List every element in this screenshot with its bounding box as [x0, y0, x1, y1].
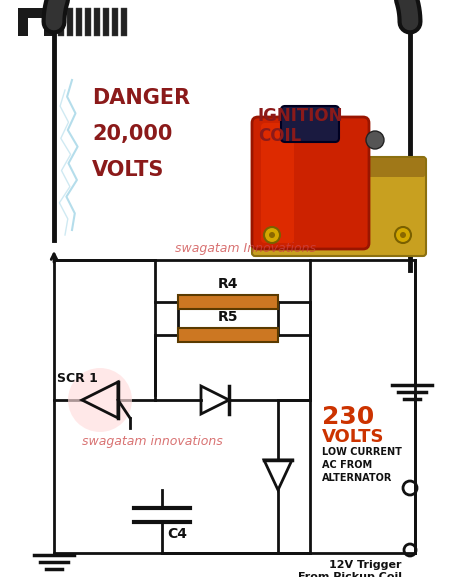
Circle shape [366, 131, 384, 149]
Text: DANGER: DANGER [92, 88, 190, 108]
Bar [18, 8, 28, 36]
Text: From Pickup Coil: From Pickup Coil [298, 572, 402, 577]
Bar [44, 8, 54, 36]
Bar [67, 8, 73, 36]
Circle shape [395, 227, 411, 243]
FancyBboxPatch shape [261, 123, 294, 243]
Text: AC FROM: AC FROM [322, 460, 372, 470]
FancyBboxPatch shape [253, 158, 425, 177]
Text: LOW CURRENT: LOW CURRENT [322, 447, 402, 457]
Bar [112, 8, 118, 36]
Bar [178, 295, 278, 309]
Text: R4: R4 [218, 277, 238, 291]
FancyBboxPatch shape [252, 117, 369, 249]
Text: IGNITION: IGNITION [258, 107, 344, 125]
Text: C4: C4 [167, 527, 187, 541]
Text: 20,000: 20,000 [92, 124, 173, 144]
Circle shape [269, 232, 275, 238]
Circle shape [264, 227, 280, 243]
Bar [94, 8, 100, 36]
Text: 12V Trigger: 12V Trigger [329, 560, 402, 570]
Text: SCR 1: SCR 1 [57, 372, 98, 385]
Circle shape [400, 232, 406, 238]
Text: ALTERNATOR: ALTERNATOR [322, 473, 392, 483]
Bar [85, 8, 91, 36]
Bar [18, 8, 54, 18]
Bar [103, 8, 109, 36]
Text: R5: R5 [218, 310, 238, 324]
Text: swagatam innovations: swagatam innovations [82, 435, 223, 448]
Text: VOLTS: VOLTS [92, 160, 164, 180]
Bar [178, 328, 278, 342]
Text: 230: 230 [322, 405, 374, 429]
Bar [76, 8, 82, 36]
Text: COIL: COIL [258, 127, 301, 145]
FancyBboxPatch shape [281, 106, 339, 142]
Bar [121, 8, 127, 36]
Circle shape [68, 368, 132, 432]
Bar [58, 8, 64, 36]
Text: swagatam Innovations: swagatam Innovations [175, 242, 316, 255]
FancyBboxPatch shape [252, 157, 426, 256]
Text: VOLTS: VOLTS [322, 428, 384, 446]
